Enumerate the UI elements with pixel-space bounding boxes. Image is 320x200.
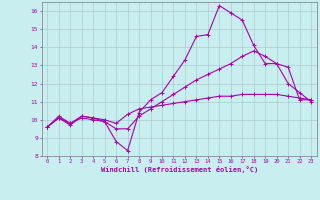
X-axis label: Windchill (Refroidissement éolien,°C): Windchill (Refroidissement éolien,°C): [100, 166, 258, 173]
